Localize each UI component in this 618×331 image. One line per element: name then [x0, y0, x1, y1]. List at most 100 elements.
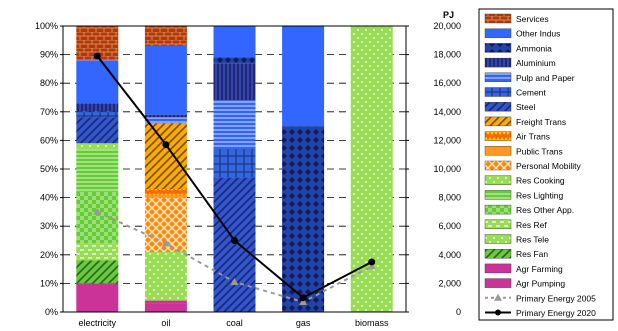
y-right-tick-label: 0	[456, 307, 461, 317]
y-right-tick-label: 14,000	[433, 107, 461, 117]
legend-item-res-lighting: Res Lighting	[484, 190, 564, 200]
legend-item-services: Services	[484, 13, 549, 24]
legend-label: Primary Energy 2005	[516, 293, 596, 303]
legend-item-ammonia: Ammonia	[484, 43, 552, 53]
line-point-primary-energy-2005-coal	[230, 277, 239, 285]
legend-label: Agr Pumping	[516, 279, 565, 289]
bar-segment-electricity-cement	[76, 111, 119, 118]
legend-label: Res Lighting	[516, 190, 564, 200]
legend-item-primary-energy-2020: Primary Energy 2020	[485, 308, 596, 318]
legend-item-res-fan: Res Fan	[484, 248, 548, 259]
legend-item-res-other-app: Res Other App.	[484, 204, 574, 215]
legend-label: Pulp and Paper	[516, 73, 575, 83]
y-right-tick-label: 6,000	[438, 221, 461, 231]
line-point-primary-energy-2020-electricity	[93, 52, 101, 60]
bar-segment-electricity-steel	[76, 117, 119, 144]
bar-stack-electricity	[76, 26, 119, 312]
bar-segment-coal-ammonia	[213, 57, 256, 64]
legend-swatch	[484, 116, 512, 127]
y-right-tick-label: 10,000	[433, 164, 461, 174]
legend-swatch	[484, 160, 512, 171]
legend-swatch	[484, 87, 512, 97]
bar-segment-oil-res-tele	[144, 251, 187, 301]
legend-label: Freight Trans	[516, 117, 566, 127]
bar-segment-oil-other-indus	[144, 46, 187, 115]
bar-segment-oil-pulp-and-paper	[144, 117, 187, 124]
legend-swatch	[484, 146, 512, 156]
y-left-tick-label: 90%	[40, 50, 58, 60]
y-left-tick-label: 60%	[40, 135, 58, 145]
legend-swatch	[484, 175, 512, 185]
legend-swatch	[484, 13, 512, 24]
bar-segment-oil-agr-pumping	[144, 303, 187, 312]
y-right-tick-label: 4,000	[438, 250, 461, 260]
y-right-unit-label: PJ	[443, 10, 454, 20]
bar-segment-electricity-res-fan	[76, 260, 119, 284]
x-tick-label-coal: coal	[226, 318, 243, 328]
y-right-tick-label: 16,000	[433, 78, 461, 88]
legend-item-freight-trans: Freight Trans	[484, 116, 566, 127]
bar-segment-electricity-res-other-app	[76, 191, 119, 244]
legend-item-primary-energy-2005: Primary Energy 2005	[485, 293, 596, 303]
y-left-tick-label: 50%	[40, 164, 58, 174]
legend-swatch	[484, 72, 512, 83]
bar-segment-oil-air-trans	[144, 189, 187, 195]
bar-stack-coal	[213, 26, 256, 312]
x-tick-label-biomass: biomass	[355, 318, 389, 328]
line-point-primary-energy-2005-biomass	[367, 262, 376, 270]
bar-segment-gas-other-indus	[282, 26, 325, 127]
bar-segment-oil-public-trans	[144, 194, 187, 198]
bar-segment-coal-aluminium	[213, 63, 256, 101]
legend-swatch	[484, 131, 512, 141]
legend-item-air-trans: Air Trans	[484, 131, 550, 142]
line-point-primary-energy-2005-gas	[299, 297, 308, 305]
bar-segment-oil-services	[144, 26, 187, 47]
x-tick-label-electricity: electricity	[79, 318, 117, 328]
legend-label: Res Fan	[516, 249, 548, 259]
series-line-primary-energy-2005	[93, 207, 376, 305]
legend-label: Res Cooking	[516, 176, 565, 186]
y-left-tick-label: 10%	[40, 278, 58, 288]
legend-swatch	[484, 190, 512, 200]
y-right-tick-label: 18,000	[433, 50, 461, 60]
series-line-primary-energy-2020	[93, 52, 376, 302]
legend-label: Res Other App.	[516, 205, 574, 215]
legend-swatch	[484, 219, 512, 230]
bar-segment-electricity-other-indus	[76, 60, 119, 104]
legend-swatch	[484, 248, 512, 259]
y-left-tick-label: 100%	[35, 21, 58, 31]
legend-label: Other Indus	[516, 29, 560, 39]
bar-segment-oil-freight-trans	[144, 123, 187, 190]
legend-item-public-trans: Public Trans	[484, 146, 563, 156]
legend-item-steel: Steel	[484, 101, 535, 112]
y-left-tick-label: 0%	[45, 307, 58, 317]
legend-item-other-indus: Other Indus	[484, 28, 560, 39]
legend-item-agr-pumping: Agr Pumping	[484, 278, 565, 289]
legend-marker	[495, 309, 501, 316]
legend-item-aluminium: Aluminium	[484, 57, 556, 68]
line-point-primary-energy-2005-oil	[161, 239, 170, 247]
y-left-tick-label: 80%	[40, 78, 58, 88]
legend-label: Personal Mobility	[516, 161, 581, 171]
primary-energy-lines	[93, 52, 376, 305]
legend-item-pulp-and-paper: Pulp and Paper	[484, 72, 575, 83]
legend: Services Other Indus Ammonia Aluminium Pulp …	[478, 8, 614, 321]
line-point-primary-energy-2020-oil	[162, 141, 170, 149]
bar-segment-electricity-res-cooking	[76, 143, 119, 149]
y-right-tick-label: 12,000	[433, 135, 461, 145]
legend-swatch	[484, 101, 512, 112]
bar-stack-oil	[144, 26, 187, 312]
legend-item-personal-mobility: Personal Mobility	[484, 160, 581, 171]
legend-item-cement: Cement	[484, 87, 546, 98]
bar-segment-gas-ammonia	[282, 126, 325, 312]
legend-label: Res Ref	[516, 220, 547, 230]
bar-stack-gas	[282, 26, 325, 312]
y-right-tick-label: 8,000	[438, 193, 461, 203]
line-point-primary-energy-2020-gas	[299, 294, 307, 302]
x-tick-label-gas: gas	[296, 318, 311, 328]
legend-label: Air Trans	[516, 132, 550, 142]
legend-label: Aluminium	[516, 58, 556, 68]
bar-segment-coal-pulp-and-paper	[213, 100, 256, 149]
legend-swatch	[484, 57, 512, 68]
